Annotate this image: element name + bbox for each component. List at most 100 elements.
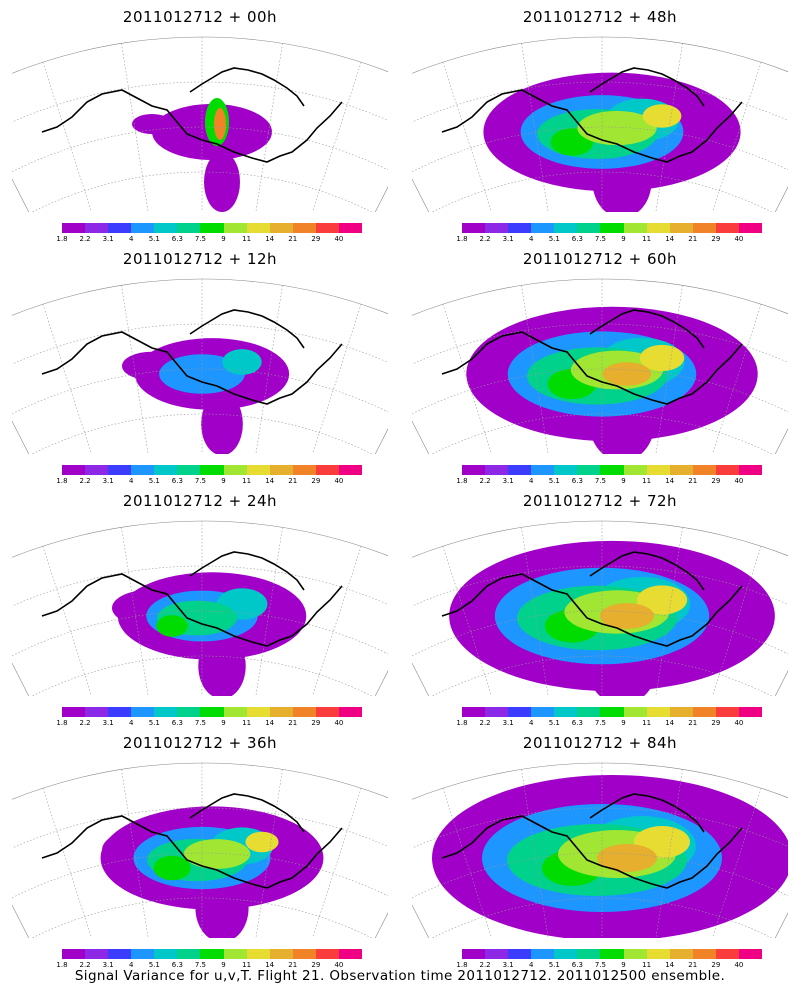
colorbar-swatch <box>292 223 316 233</box>
coastline <box>41 331 343 405</box>
graticule <box>12 763 388 938</box>
colorbar-label: 29 <box>311 477 321 485</box>
colorbar-label: 40 <box>334 477 344 485</box>
latitude-line <box>12 81 388 123</box>
colorbar-labels: 1.8 2.2 3.1 4 5.1 6.3 7.5 9 11 14 21 29 40 <box>456 961 768 971</box>
colorbar-label: 21 <box>688 961 698 969</box>
colorbar-swatch <box>600 949 624 959</box>
colorbar-label: 21 <box>688 719 698 727</box>
colorbar-label: 2.2 <box>79 719 91 727</box>
colorbar-label: 9 <box>221 235 226 243</box>
colorbar-label: 3.1 <box>502 719 514 727</box>
colorbar-swatch <box>154 707 178 717</box>
field-region <box>599 603 655 629</box>
colorbar-label: 21 <box>688 477 698 485</box>
colorbar-swatch <box>531 223 555 233</box>
coastline <box>589 309 705 349</box>
field-region <box>602 362 652 386</box>
coastline <box>441 89 743 163</box>
colorbar-label: 11 <box>242 719 252 727</box>
graticule <box>12 279 388 454</box>
coastline <box>189 551 305 591</box>
colorbar-label: 14 <box>265 235 275 243</box>
colorbar-label: 40 <box>334 719 344 727</box>
colorbar-swatch <box>692 707 716 717</box>
colorbar-swatch <box>269 949 293 959</box>
coastline <box>589 67 705 107</box>
colorbar-label: 11 <box>242 477 252 485</box>
latitude-line <box>12 565 388 607</box>
colorbar-labels: 1.8 2.2 3.1 4 5.1 6.3 7.5 9 11 14 21 29 40 <box>456 719 768 729</box>
colorbar-labels: 1.8 2.2 3.1 4 5.1 6.3 7.5 9 11 14 21 29 40 <box>56 477 368 487</box>
graticule <box>412 279 788 454</box>
colorbar-swatch <box>531 949 555 959</box>
colorbar-swatch <box>554 949 578 959</box>
variance-map <box>412 762 788 938</box>
colorbar-swatch <box>462 223 486 233</box>
colorbar-swatch <box>715 223 739 233</box>
colorbar-swatch <box>338 223 363 233</box>
coastline <box>41 573 343 647</box>
colorbar-label: 4 <box>528 961 534 969</box>
graticule <box>12 521 388 696</box>
colorbar-swatch <box>623 707 647 717</box>
colorbar-swatch <box>485 223 509 233</box>
variance-map <box>12 520 388 696</box>
colorbar-label: 29 <box>711 719 721 727</box>
colorbar-swatch <box>177 223 201 233</box>
colorbar-label: 1.8 <box>56 961 68 969</box>
colorbar-swatch <box>315 465 339 475</box>
field-region <box>577 110 657 146</box>
colorbar-label: 3.1 <box>502 961 514 969</box>
colorbar-swatch <box>508 949 532 959</box>
colorbar-swatch <box>177 707 201 717</box>
colorbar-swatch <box>646 223 670 233</box>
colorbar-swatch <box>85 465 109 475</box>
field-region <box>204 152 240 212</box>
colorbar-swatch <box>223 949 247 959</box>
colorbar-swatch <box>108 223 132 233</box>
colorbar-label: 40 <box>334 961 344 969</box>
field-region <box>198 633 246 696</box>
coastline <box>189 67 305 107</box>
colorbar-swatch <box>462 465 486 475</box>
coastlines <box>441 793 743 889</box>
colorbar-label: 9 <box>621 961 626 969</box>
colorbar-swatch <box>600 465 624 475</box>
colorbar <box>462 223 763 233</box>
map-panel: 2011012712 + 72h 1.8 2.2 3.1 4 5.1 6.3 7.5 9 11 14… <box>400 484 800 729</box>
colorbar-swatch <box>292 707 316 717</box>
colorbar-swatch <box>508 707 532 717</box>
colorbar-swatch <box>669 707 693 717</box>
colorbar-label: 3.1 <box>102 961 114 969</box>
colorbar-swatch <box>177 949 201 959</box>
variance-map <box>412 36 788 212</box>
colorbar-swatch <box>554 707 578 717</box>
latitude-line <box>31 897 373 938</box>
map-panel: 2011012712 + 24h 1.8 2.2 3.1 4 5.1 6.3 7.5 9 11 14… <box>0 484 400 727</box>
colorbar-label: 14 <box>265 961 275 969</box>
colorbar-label: 6.3 <box>571 235 583 243</box>
colorbar-swatch <box>246 949 270 959</box>
colorbar-label: 3.1 <box>102 719 114 727</box>
colorbar-label: 40 <box>734 235 744 243</box>
colorbar-label: 11 <box>642 961 652 969</box>
graticule <box>412 763 788 938</box>
colorbar-label: 7.5 <box>194 235 207 243</box>
colorbar-label: 14 <box>665 719 675 727</box>
variance-field <box>100 806 324 938</box>
colorbar-swatch <box>108 465 132 475</box>
colorbar-swatch <box>154 223 178 233</box>
field-region <box>156 615 188 637</box>
colorbar-swatch <box>577 223 601 233</box>
colorbar-swatch <box>85 223 109 233</box>
colorbar-label: 6.3 <box>171 719 183 727</box>
colorbar-swatch <box>131 707 155 717</box>
colorbar-swatch <box>200 223 224 233</box>
colorbar-label: 11 <box>242 961 252 969</box>
panel-title: 2011012712 + 12h <box>122 250 278 268</box>
colorbar-swatch <box>485 465 509 475</box>
panel-title: 2011012712 + 24h <box>122 492 278 510</box>
colorbar-swatch <box>177 465 201 475</box>
colorbar-labels: 1.8 2.2 3.1 4 5.1 6.3 7.5 9 11 14 21 29 40 <box>456 235 768 245</box>
